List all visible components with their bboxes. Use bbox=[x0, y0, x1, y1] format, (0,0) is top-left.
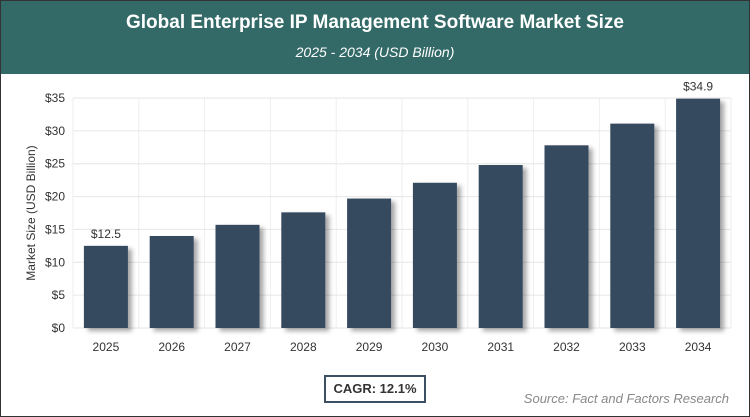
y-tick-label: $15 bbox=[45, 222, 65, 236]
x-tick-label: 2032 bbox=[553, 340, 580, 354]
bar-2027 bbox=[215, 224, 260, 328]
bar-2029 bbox=[347, 198, 392, 328]
y-tick-label: $0 bbox=[52, 321, 66, 335]
data-label: $34.9 bbox=[683, 80, 713, 94]
x-tick-label: 2027 bbox=[224, 340, 251, 354]
bar-2028 bbox=[281, 212, 326, 328]
x-tick-label: 2028 bbox=[290, 340, 317, 354]
x-tick-label: 2026 bbox=[158, 340, 185, 354]
bar-2034 bbox=[676, 98, 721, 329]
y-tick-label: $5 bbox=[52, 288, 66, 302]
bar-2031 bbox=[478, 165, 523, 328]
bar-2025 bbox=[83, 245, 128, 328]
chart-title: Global Enterprise IP Management Software… bbox=[125, 12, 625, 33]
x-tick-label: 2033 bbox=[619, 340, 646, 354]
source-note: Source: Fact and Factors Research bbox=[523, 391, 729, 406]
x-tick-label: 2034 bbox=[685, 340, 712, 354]
y-tick-label: $30 bbox=[45, 124, 65, 138]
data-label: $12.5 bbox=[91, 227, 121, 241]
x-tick-label: 2031 bbox=[487, 340, 514, 354]
x-tick-label: 2029 bbox=[356, 340, 383, 354]
chart-subtitle: 2025 - 2034 (USD Billion) bbox=[295, 44, 455, 60]
y-tick-label: $20 bbox=[45, 190, 65, 204]
y-tick-label: $10 bbox=[45, 255, 65, 269]
x-tick-label: 2025 bbox=[93, 340, 120, 354]
bar-2033 bbox=[610, 123, 655, 328]
x-tick-label: 2030 bbox=[422, 340, 449, 354]
bar-2032 bbox=[544, 145, 589, 328]
y-tick-label: $25 bbox=[45, 157, 65, 171]
cagr-badge: CAGR: 12.1% bbox=[324, 375, 426, 403]
y-axis-label: Market Size (USD Billion) bbox=[24, 145, 38, 280]
bar-2030 bbox=[412, 182, 457, 328]
chart-header: Global Enterprise IP Management Software… bbox=[1, 1, 749, 74]
bar-2026 bbox=[149, 236, 194, 328]
y-tick-label: $35 bbox=[45, 91, 65, 105]
